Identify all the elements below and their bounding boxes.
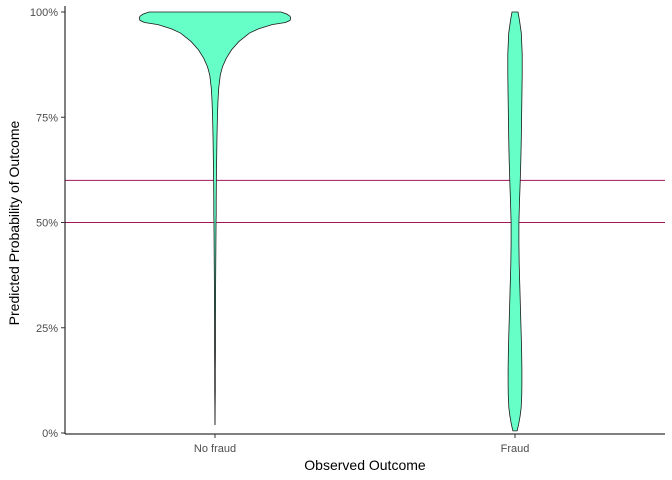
violin-no-fraud xyxy=(138,11,292,425)
y-tick-label: 100% xyxy=(30,7,58,19)
y-tick-label: 50% xyxy=(36,218,58,230)
y-axis: 0% 25% 50% 75% 100% xyxy=(30,6,66,440)
y-tick-label: 75% xyxy=(36,112,58,124)
y-axis-title: Predicted Probability of Outcome xyxy=(6,120,22,325)
y-tick-label: 0% xyxy=(42,428,58,440)
x-axis-title: Observed Outcome xyxy=(304,457,426,473)
x-tick-label: No fraud xyxy=(194,443,236,455)
x-tick-label: Fraud xyxy=(501,443,530,455)
violins xyxy=(138,11,523,432)
y-tick-label: 25% xyxy=(36,323,58,335)
reference-lines xyxy=(65,179,665,223)
violin-fraud xyxy=(507,11,523,432)
x-axis: No fraud Fraud xyxy=(65,433,665,455)
